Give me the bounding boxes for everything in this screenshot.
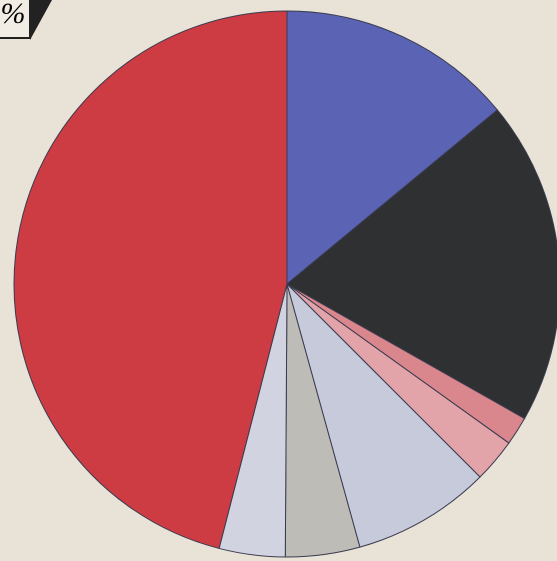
pie-slice	[286, 109, 557, 420]
pie-slice	[13, 10, 288, 550]
unit-label: %	[1, 0, 26, 30]
pie	[13, 10, 557, 558]
label-wedge	[30, 0, 52, 40]
pie-slice	[286, 10, 499, 286]
pie-slice	[286, 282, 481, 548]
